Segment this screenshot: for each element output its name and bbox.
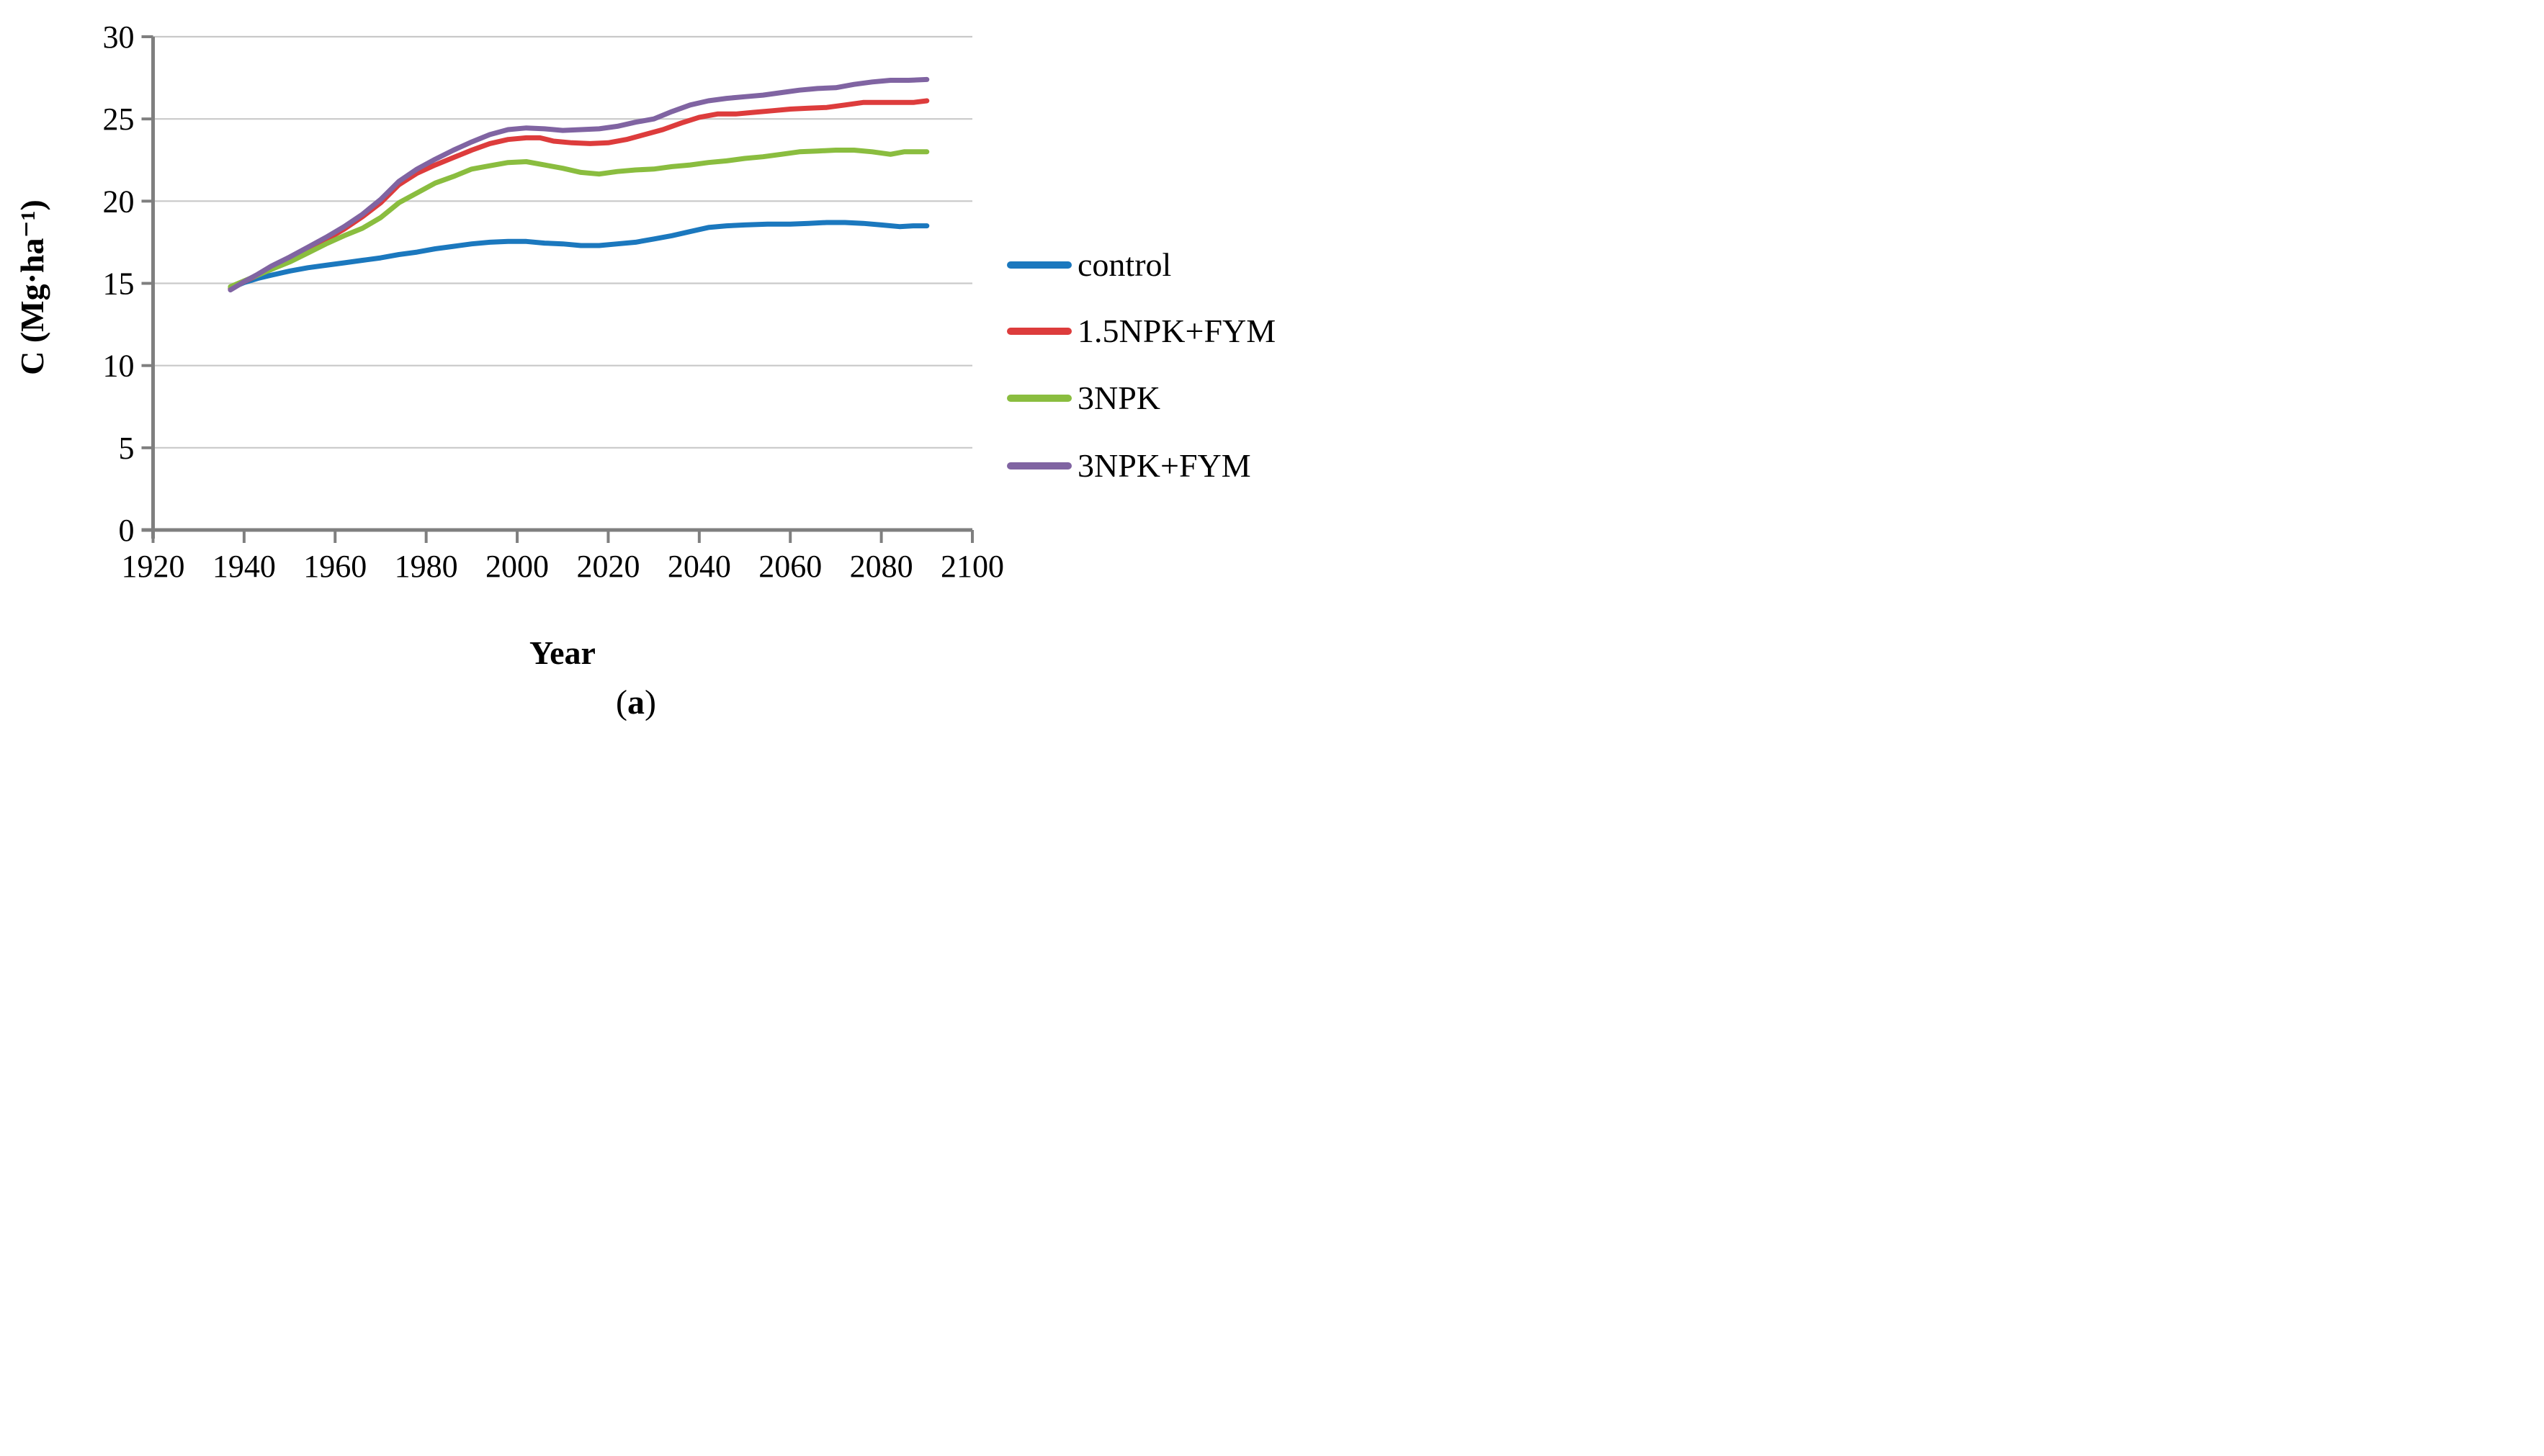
legend-swatch-control <box>1007 261 1072 269</box>
caption-paren-open: ( <box>616 683 627 722</box>
x-tick-label-1980: 1980 <box>395 549 458 584</box>
legend-item-3NPK+FYM: 3NPK+FYM <box>1007 444 1251 487</box>
x-tick-label-2100: 2100 <box>941 549 1004 584</box>
y-tick-label-25: 25 <box>103 102 135 137</box>
y-tick-label-10: 10 <box>103 349 135 384</box>
x-axis-title: Year <box>529 634 596 671</box>
x-tick-label-1960: 1960 <box>303 549 367 584</box>
figure-caption: (a) <box>0 683 1272 722</box>
legend-swatch-3NPK <box>1007 395 1072 402</box>
x-tick-label-2060: 2060 <box>758 549 822 584</box>
y-tick-label-5: 5 <box>119 431 135 466</box>
x-tick-label-1940: 1940 <box>212 549 276 584</box>
x-tick-label-2020: 2020 <box>576 549 640 584</box>
legend-label-control: control <box>1078 246 1172 283</box>
legend-item-control: control <box>1007 243 1171 287</box>
y-tick-label-30: 30 <box>103 19 135 55</box>
legend-item-1.5NPK+FYM: 1.5NPK+FYM <box>1007 310 1276 353</box>
caption-paren-close: ) <box>645 683 656 722</box>
y-tick-label-20: 20 <box>103 184 135 219</box>
caption-letter: a <box>627 683 645 722</box>
x-tick-label-2000: 2000 <box>485 549 549 584</box>
y-tick-label-0: 0 <box>119 513 135 548</box>
y-axis-title: C (Mg·ha⁻¹) <box>14 199 50 375</box>
legend-item-3NPK: 3NPK <box>1007 377 1160 420</box>
x-tick-label-2080: 2080 <box>850 549 913 584</box>
legend-label-1.5NPK+FYM: 1.5NPK+FYM <box>1078 313 1276 349</box>
legend-swatch-1.5NPK+FYM <box>1007 328 1072 335</box>
series-line-3NPK <box>228 148 930 289</box>
series-line-control <box>228 220 930 291</box>
figure-panel-a: 0 5 10 15 20 25 30 1920 1940 1960 1980 2000 2020 2040… <box>0 0 1276 728</box>
line-chart: 0 5 10 15 20 25 30 1920 1940 1960 1980 2000 2020 2040… <box>103 19 1005 584</box>
legend-swatch-3NPK+FYM <box>1007 462 1072 469</box>
legend-label-3NPK+FYM: 3NPK+FYM <box>1078 447 1251 484</box>
x-tick-label-2040: 2040 <box>668 549 731 584</box>
legend-label-3NPK: 3NPK <box>1078 379 1161 416</box>
x-tick-label-1920: 1920 <box>122 549 185 584</box>
y-tick-label-15: 15 <box>103 266 135 302</box>
series-line-3NPK+FYM <box>228 76 930 293</box>
